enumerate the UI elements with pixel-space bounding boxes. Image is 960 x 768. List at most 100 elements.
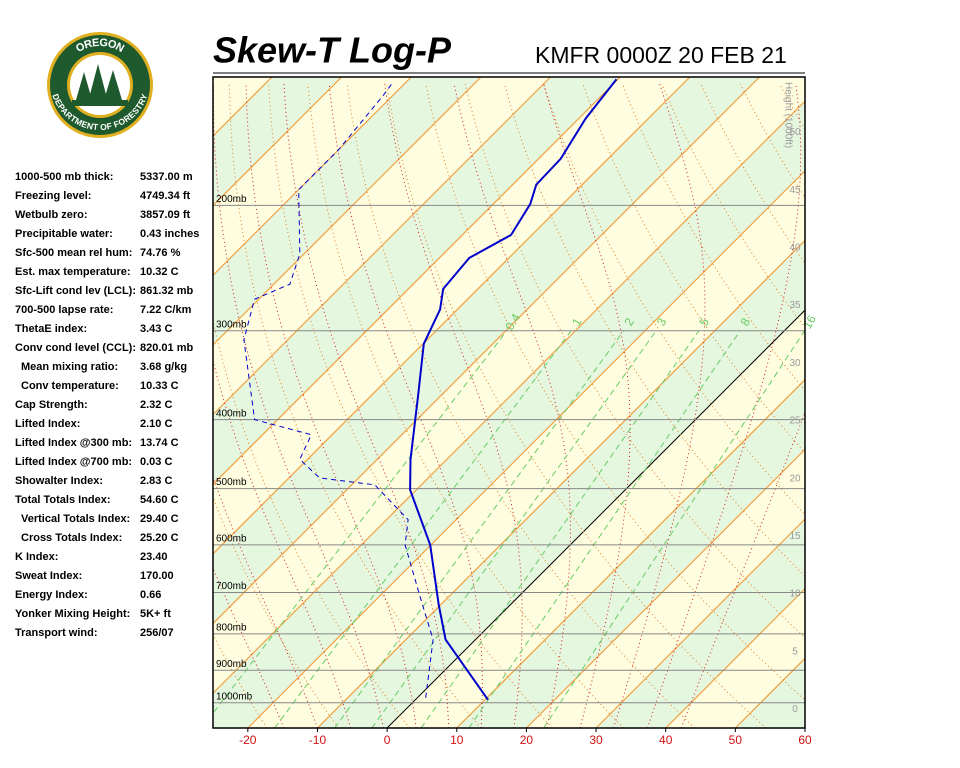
stat-label: Transport wind: [15, 627, 98, 639]
height-tick-label: 0 [792, 704, 798, 715]
stat-row: Est. max temperature: 10.32 C [15, 263, 215, 282]
sounding-line [243, 81, 434, 698]
dry-adiabat [779, 83, 805, 131]
chart-title: Skew-T Log-P [213, 30, 452, 71]
temperature-band [213, 77, 805, 694]
isotherm [213, 77, 552, 416]
moist-adiabat [328, 83, 483, 728]
stat-value: 29.40 C [140, 513, 179, 525]
stat-label: Mean mixing ratio: [21, 361, 119, 373]
isotherm [213, 77, 412, 277]
stat-label: K Index: [15, 551, 59, 563]
isotherm [213, 77, 760, 625]
height-tick-label: 30 [789, 358, 801, 369]
stat-value: 54.60 C [140, 494, 179, 506]
stat-row: Lifted Index @700 mb: 0.03 C [15, 453, 215, 472]
stat-value: 820.01 mb [140, 342, 194, 354]
y-tick-label: 1000mb [216, 691, 253, 702]
stat-label: Sfc-Lift cond lev (LCL): [15, 285, 136, 297]
isotherm [317, 239, 805, 728]
x-tick-label: 0 [384, 733, 391, 747]
height-label: Height (1000ft) [782, 82, 793, 148]
stat-value: 10.33 C [140, 380, 179, 392]
stat-label: Lifted Index @300 mb: [15, 437, 133, 449]
x-tick-label: 60 [798, 733, 812, 747]
stat-row: Total Totals Index: 54.60 C [15, 491, 215, 510]
stat-label: Lifted Index: [15, 418, 81, 430]
stat-row: Conv temperature: 10.33 C [15, 377, 215, 396]
plot-data [243, 78, 618, 701]
stat-label: Conv temperature: [21, 380, 119, 392]
isotherm [595, 518, 805, 728]
stat-label: Lifted Index @700 mb: [15, 456, 133, 468]
stat-value: 7.22 C/km [140, 304, 192, 316]
stat-value: 3.68 g/kg [140, 361, 188, 373]
isotherm [875, 77, 960, 728]
dry-adiabat [819, 84, 960, 728]
stat-row: Mean mixing ratio: 3.68 g/kg [15, 358, 215, 377]
stat-value: 25.20 C [140, 532, 179, 544]
stat-row: Sweat Index: 170.00 [15, 567, 215, 586]
stat-row: 700-500 lapse rate: 7.22 C/km [15, 301, 215, 320]
isotherm [247, 169, 805, 728]
x-tick-label: 50 [729, 733, 743, 747]
stat-label: ThetaE index: [15, 323, 88, 335]
y-tick-label: 300mb [216, 319, 247, 330]
stat-row: Precipitable water: 0.43 inches [15, 225, 215, 244]
stat-value: 170.00 [140, 570, 174, 582]
dry-adiabat [268, 83, 553, 728]
isotherm [213, 77, 691, 555]
y-tick-label: 800mb [216, 622, 247, 633]
stat-label: Showalter Index: [15, 475, 104, 487]
temperature-band [805, 77, 960, 728]
stat-label: Total Totals Index: [15, 494, 111, 506]
y-tick-label: 500mb [216, 477, 247, 488]
stat-label: Sweat Index: [15, 570, 83, 582]
mixing-ratio-line [420, 330, 700, 728]
chart-subtitle: KMFR 0000Z 20 FEB 21 [535, 42, 787, 68]
stat-row: Lifted Index @300 mb: 13.74 C [15, 434, 215, 453]
height-tick-label: 10 [789, 589, 801, 600]
dry-adiabat [582, 83, 805, 454]
logo-trees [76, 64, 122, 102]
stat-row: Showalter Index: 2.83 C [15, 472, 215, 491]
stat-row: Cross Totals Index: 25.20 C [15, 529, 215, 548]
moist-adiabat [213, 475, 318, 728]
stat-label: Precipitable water: [15, 228, 113, 240]
stat-row: Freezing level: 4749.34 ft [15, 187, 215, 206]
stat-value: 4749.34 ft [140, 190, 191, 202]
logo-top: OREGON [74, 37, 126, 55]
dry-adiabat [898, 84, 960, 728]
stat-value: 256/07 [140, 627, 174, 639]
dry-adiabat [503, 83, 805, 577]
height-tick-label: 15 [789, 531, 801, 542]
stat-value: 23.40 [140, 551, 168, 563]
height-tick-label: 25 [789, 416, 801, 427]
stat-label: Freezing level: [15, 190, 92, 202]
logo: OREGON DEPARTMENT OF FORESTRY [47, 32, 153, 138]
isotherm [804, 727, 805, 728]
dry-adiabat [937, 84, 960, 728]
stat-row: Wetbulb zero: 3857.09 ft [15, 206, 215, 225]
sounding-line [409, 78, 618, 701]
moist-adiabat [646, 83, 802, 728]
stat-value: 10.32 C [140, 266, 179, 278]
dry-adiabat [464, 83, 805, 639]
stat-value: 5337.00 m [140, 171, 193, 183]
stat-value: 5K+ ft [140, 608, 171, 620]
y-tick-label: 400mb [216, 408, 247, 419]
logo-top-text: OREGON [74, 37, 126, 55]
stat-row: 1000-500 mb thick: 5337.00 m [15, 168, 215, 187]
stat-value: 3.43 C [140, 323, 173, 335]
stat-value: 861.32 mb [140, 285, 194, 297]
dry-adiabat [425, 83, 805, 701]
isotherm [213, 100, 805, 695]
mixing-ratio-line [274, 330, 572, 728]
stat-row: Sfc-500 mean rel hum: 74.76 % [15, 244, 215, 263]
height-tick-label: 5 [792, 646, 798, 657]
isotherm [213, 77, 343, 207]
x-tick-label: 30 [589, 733, 603, 747]
height-tick-label: 40 [789, 242, 801, 253]
